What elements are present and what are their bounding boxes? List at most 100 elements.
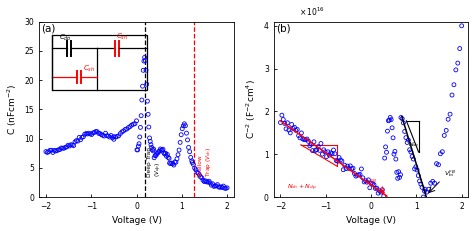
Point <box>123 127 131 131</box>
Point <box>98 133 105 137</box>
Point <box>145 125 153 129</box>
Point <box>207 181 214 185</box>
Point <box>421 187 429 191</box>
Y-axis label: C (nFcm$^{-2}$): C (nFcm$^{-2}$) <box>6 83 19 135</box>
Point <box>311 149 319 152</box>
Point <box>121 128 129 131</box>
Point <box>170 163 178 167</box>
Point <box>339 168 347 172</box>
Point <box>168 161 175 165</box>
Point <box>144 99 151 103</box>
Text: $V_{bi}^{RB}$: $V_{bi}^{RB}$ <box>365 177 377 188</box>
Point <box>298 131 305 135</box>
Point <box>301 138 308 141</box>
Text: $N_{sh}$: $N_{sh}$ <box>408 140 419 149</box>
Point <box>125 126 132 129</box>
Point <box>433 162 440 165</box>
Point <box>442 129 450 132</box>
Point <box>147 143 155 146</box>
Point <box>133 148 141 152</box>
Point <box>182 124 189 128</box>
Point <box>415 174 422 177</box>
Point <box>373 186 381 190</box>
Point <box>374 191 382 195</box>
Point <box>332 159 340 162</box>
Point <box>444 117 452 121</box>
Point <box>390 152 398 156</box>
Point <box>57 146 65 150</box>
Point <box>198 176 206 180</box>
Point <box>299 137 307 141</box>
Point <box>314 145 322 149</box>
Point <box>278 113 286 117</box>
Point <box>189 161 196 164</box>
Point <box>421 189 428 193</box>
Point <box>437 152 444 155</box>
Point <box>107 134 115 137</box>
Point <box>285 128 292 132</box>
Point <box>341 163 348 167</box>
Point <box>215 185 222 189</box>
Point <box>78 136 86 139</box>
Point <box>399 117 406 121</box>
Text: $V_{bi}^{FB}$: $V_{bi}^{FB}$ <box>445 169 456 179</box>
Point <box>171 160 179 164</box>
Point <box>151 154 159 157</box>
Point <box>217 185 225 189</box>
Point <box>435 163 442 167</box>
Point <box>381 156 389 160</box>
Point <box>292 128 300 132</box>
Point <box>342 167 350 170</box>
Point <box>75 136 83 139</box>
Point <box>102 131 109 135</box>
Point <box>425 187 433 191</box>
Text: (b): (b) <box>276 23 290 33</box>
Point <box>326 153 333 157</box>
Point <box>56 148 64 152</box>
Point <box>150 156 158 160</box>
Point <box>349 166 357 170</box>
Point <box>134 148 141 152</box>
Point <box>82 132 90 135</box>
Point <box>197 175 204 179</box>
Point <box>146 140 154 143</box>
Point <box>167 162 174 165</box>
Point <box>389 136 397 140</box>
Point <box>330 148 337 152</box>
Point <box>440 134 448 137</box>
Point <box>376 189 383 193</box>
Point <box>387 118 395 122</box>
Point <box>309 149 316 152</box>
Point <box>166 161 173 165</box>
Point <box>360 180 368 184</box>
Point <box>139 68 147 72</box>
Point <box>356 173 364 176</box>
Point <box>391 149 399 153</box>
Point <box>96 132 104 135</box>
Point <box>66 144 73 148</box>
Point <box>165 157 173 160</box>
Point <box>191 166 199 170</box>
Point <box>321 150 329 154</box>
Point <box>162 151 169 155</box>
Point <box>286 131 294 135</box>
Point <box>438 150 446 154</box>
Point <box>388 126 396 130</box>
Point <box>280 118 287 121</box>
Point <box>201 179 209 183</box>
Point <box>219 184 227 188</box>
Point <box>306 144 314 148</box>
Point <box>148 146 155 149</box>
Point <box>396 176 403 179</box>
Point <box>52 149 59 153</box>
Point <box>60 146 68 150</box>
Point <box>175 148 183 152</box>
Point <box>337 158 344 162</box>
Point <box>454 61 462 65</box>
Point <box>186 150 193 154</box>
Point <box>158 148 166 152</box>
Point <box>385 118 393 122</box>
Point <box>103 134 111 138</box>
Point <box>117 132 124 135</box>
Point <box>296 136 304 140</box>
